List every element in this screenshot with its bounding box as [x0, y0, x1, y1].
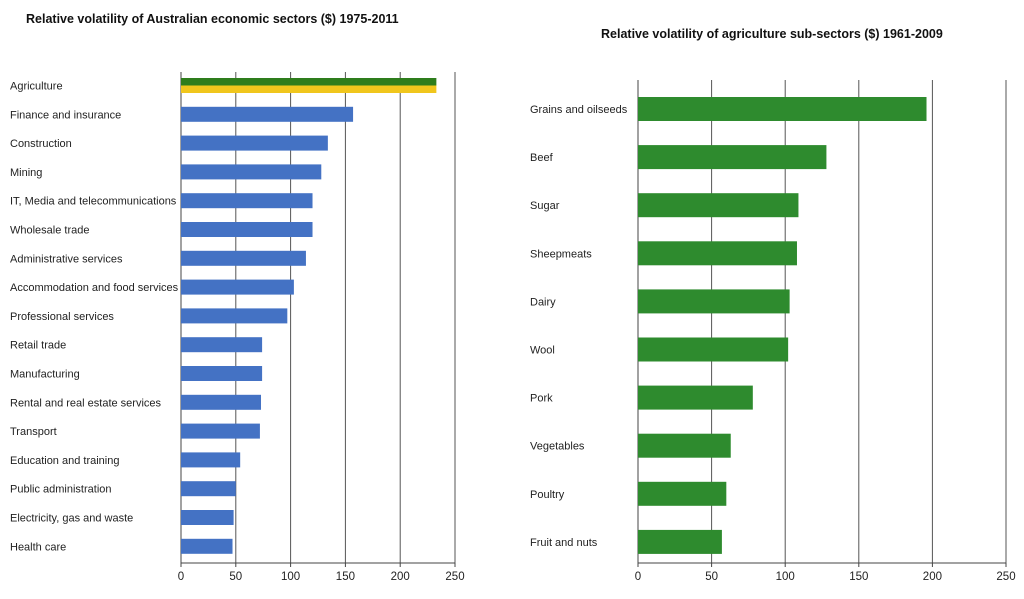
bar — [181, 164, 322, 180]
bar — [181, 193, 313, 209]
bar — [181, 250, 306, 266]
bar — [638, 145, 827, 170]
bar — [638, 481, 727, 506]
category-label: Vegetables — [530, 441, 585, 453]
bar — [181, 135, 328, 151]
chart-title: Relative volatility of agriculture sub-s… — [601, 27, 943, 41]
bar — [638, 289, 790, 314]
category-label: Public administration — [10, 484, 112, 496]
bar — [181, 366, 263, 381]
category-label: Sugar — [530, 200, 560, 212]
category-label: Rental and real estate services — [10, 397, 162, 409]
bar — [181, 510, 234, 525]
subsectors-chart: Relative volatility of agriculture sub-s… — [530, 27, 1016, 583]
category-label: Construction — [10, 138, 72, 150]
category-label: Retail trade — [10, 340, 66, 352]
category-label: Mining — [10, 167, 42, 179]
bar — [638, 193, 799, 218]
x-tick-label: 100 — [281, 571, 300, 583]
bar — [181, 222, 313, 237]
bar — [181, 308, 288, 324]
category-label: Accommodation and food services — [10, 282, 179, 294]
bar — [638, 433, 731, 458]
category-label: Grains and oilseeds — [530, 104, 628, 116]
x-tick-label: 50 — [229, 571, 242, 583]
bar — [181, 85, 437, 93]
x-tick-label: 50 — [705, 571, 718, 583]
category-label: Poultry — [530, 489, 565, 501]
category-label: Education and training — [10, 455, 119, 467]
bar — [181, 337, 263, 353]
bar — [638, 385, 753, 410]
x-tick-label: 0 — [635, 571, 641, 583]
category-label: Sheepmeats — [530, 248, 592, 260]
category-label: Wool — [530, 345, 555, 357]
category-label: IT, Media and telecommunications — [10, 196, 177, 208]
bar — [181, 106, 354, 122]
category-label: Fruit and nuts — [530, 537, 598, 549]
bar — [181, 452, 241, 468]
category-label: Agriculture — [10, 81, 63, 93]
category-label: Electricity, gas and waste — [10, 513, 133, 525]
x-tick-label: 150 — [336, 571, 355, 583]
x-tick-label: 200 — [391, 571, 410, 583]
bar — [638, 337, 789, 362]
category-label: Pork — [530, 393, 553, 405]
category-label: Health care — [10, 541, 66, 553]
x-tick-label: 0 — [178, 571, 184, 583]
category-label: Manufacturing — [10, 369, 80, 381]
bar — [181, 78, 437, 86]
bar — [181, 481, 236, 497]
category-label: Finance and insurance — [10, 109, 121, 121]
category-label: Beef — [530, 152, 554, 164]
x-tick-label: 250 — [996, 571, 1015, 583]
bar — [638, 241, 797, 266]
category-label: Administrative services — [10, 253, 123, 265]
bar — [181, 394, 262, 410]
category-label: Professional services — [10, 311, 114, 323]
bar — [638, 97, 927, 121]
x-tick-label: 100 — [776, 571, 795, 583]
bar — [181, 279, 294, 295]
category-label: Dairy — [530, 296, 556, 308]
sectors-chart: Relative volatility of Australian econom… — [10, 12, 465, 583]
category-label: Wholesale trade — [10, 225, 90, 237]
bar — [181, 538, 233, 554]
x-tick-label: 200 — [923, 571, 942, 583]
x-tick-label: 150 — [849, 571, 868, 583]
chart-title: Relative volatility of Australian econom… — [26, 12, 399, 26]
x-tick-label: 250 — [445, 571, 464, 583]
bar — [181, 423, 260, 439]
bar — [638, 529, 722, 554]
category-label: Transport — [10, 426, 57, 438]
